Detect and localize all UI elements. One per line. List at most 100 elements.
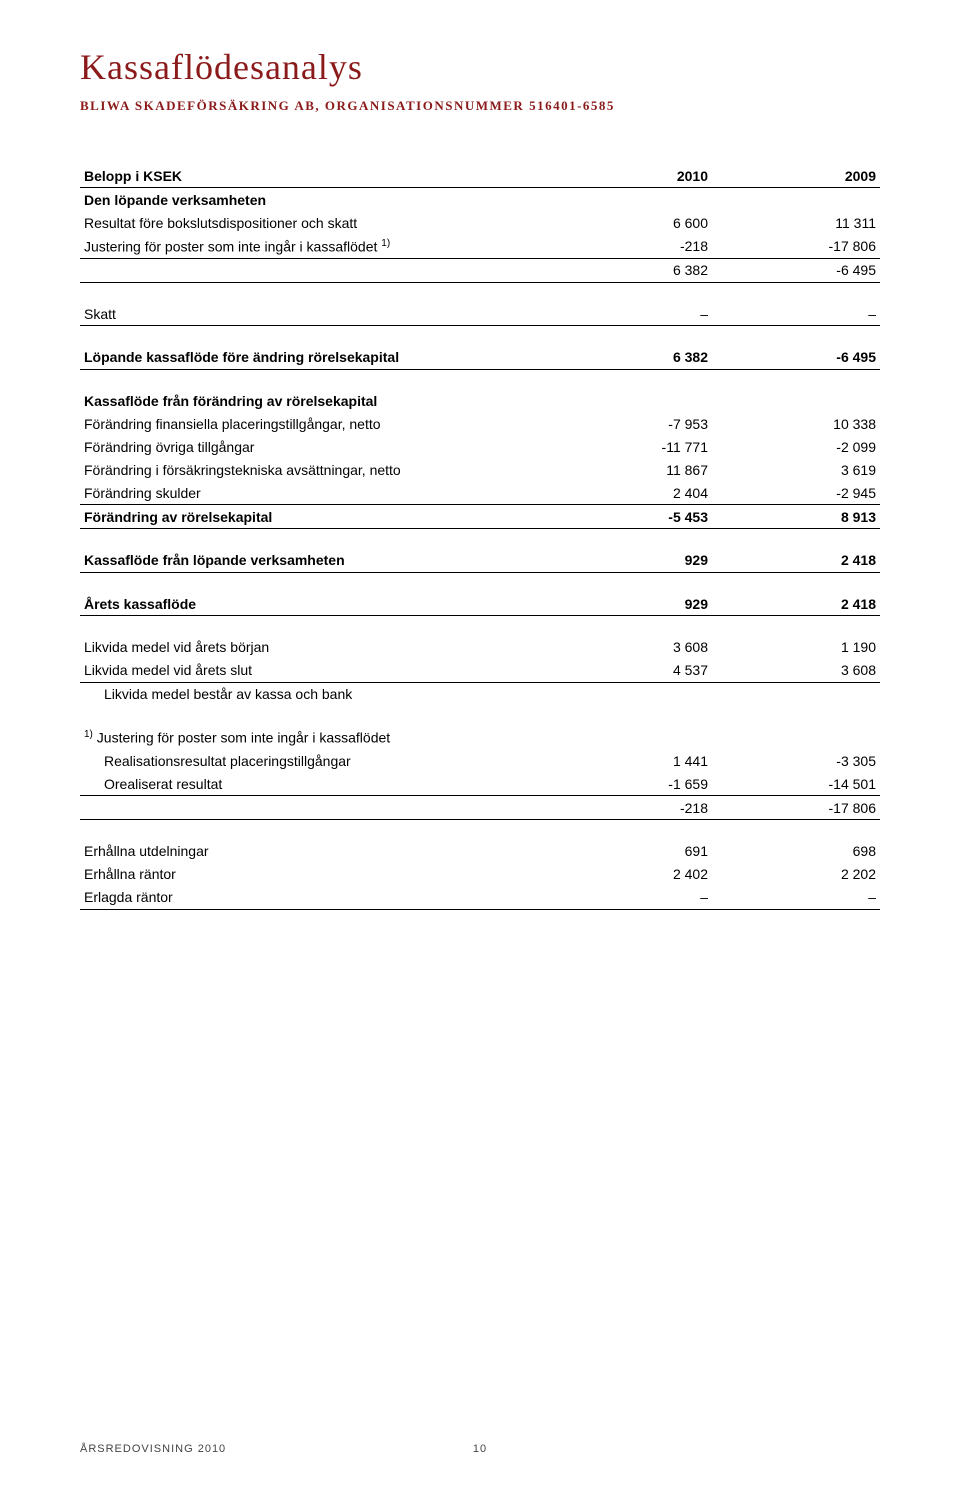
page-subtitle: BLIWA SKADEFÖRSÄKRING AB, ORGANISATIONSN…: [80, 98, 880, 114]
row-label: Skatt: [80, 302, 544, 326]
row-v2: –: [712, 302, 880, 326]
row-v2: 10 338: [712, 412, 880, 435]
liquid-begin-row: Likvida medel vid årets början 3 608 1 1…: [80, 636, 880, 659]
row-v1: 929: [544, 549, 712, 573]
row-v1: -7 953: [544, 412, 712, 435]
table-row: Förändring i försäkringstekniska avsättn…: [80, 458, 880, 481]
row-v1: 3 608: [544, 636, 712, 659]
row-label: Årets kassaflöde: [80, 592, 544, 616]
section-wc-heading: Kassaflöde från förändring av rörelsekap…: [80, 389, 880, 412]
subtotal-v2: -6 495: [712, 258, 880, 282]
row-v1: 1 441: [544, 749, 712, 772]
row-v1: 2 404: [544, 481, 712, 505]
table-row: Orealiserat resultat -1 659 -14 501: [80, 772, 880, 796]
row-v2: 3 608: [712, 659, 880, 683]
liquid-end-row: Likvida medel vid årets slut 4 537 3 608: [80, 659, 880, 683]
subtotal-row: 6 382 -6 495: [80, 258, 880, 282]
table-row: Förändring övriga tillgångar -11 771 -2 …: [80, 435, 880, 458]
row-v1: -218: [544, 234, 712, 258]
page-footer: ÅRSREDOVISNING 2010 10: [80, 1443, 880, 1455]
row-v1: –: [544, 302, 712, 326]
row-label: Resultat före bokslutsdispositioner och …: [80, 211, 544, 234]
row-v2: 3 619: [712, 458, 880, 481]
header-label: Belopp i KSEK: [80, 164, 544, 188]
row-label-prefix: Justering för poster som inte ingår i ka…: [84, 238, 381, 254]
row-v1: -5 453: [544, 505, 712, 529]
table-row: Justering för poster som inte ingår i ka…: [80, 234, 880, 258]
row-v1: -1 659: [544, 772, 712, 796]
operating-before-wc-row: Löpande kassaflöde före ändring rörelsek…: [80, 346, 880, 370]
footer-prefix: ÅRSREDOVISNING: [80, 1443, 194, 1455]
table-row: Realisationsresultat placeringstillgånga…: [80, 749, 880, 772]
table-row: Förändring finansiella placeringstillgån…: [80, 412, 880, 435]
footnote-marker: 1): [381, 238, 390, 249]
row-v2: 2 418: [712, 592, 880, 616]
row-label: Förändring i försäkringstekniska avsättn…: [80, 458, 544, 481]
row-v2: 698: [712, 840, 880, 863]
row-label: Realisationsresultat placeringstillgånga…: [80, 749, 544, 772]
row-v2: 2 418: [712, 549, 880, 573]
row-label: Likvida medel vid årets början: [80, 636, 544, 659]
liquid-note: Likvida medel består av kassa och bank: [80, 682, 544, 706]
cf-operating-row: Kassaflöde från löpande verksamheten 929…: [80, 549, 880, 573]
footnote-total-row: -218 -17 806: [80, 796, 880, 820]
tax-row: Skatt – –: [80, 302, 880, 326]
row-v2: -6 495: [712, 346, 880, 370]
header-label-text: Belopp i: [84, 168, 143, 184]
row-v2: 1 190: [712, 636, 880, 659]
row-label: Erhållna räntor: [80, 863, 544, 886]
subtitle-prefix: BLIWA SKADEFÖRSÄKRING AB, ORGANISATIONSN…: [80, 98, 524, 113]
row-v1: 6 382: [544, 346, 712, 370]
row-label: Likvida medel vid årets slut: [80, 659, 544, 683]
row-label: Erlagda räntor: [80, 886, 544, 910]
row-v2: -3 305: [712, 749, 880, 772]
table-row: Förändring skulder 2 404 -2 945: [80, 481, 880, 505]
footer-year: 2010: [198, 1443, 226, 1455]
footnote-heading: 1) Justering för poster som inte ingår i…: [80, 726, 544, 750]
row-v1: 6 600: [544, 211, 712, 234]
row-label: Justering för poster som inte ingår i ka…: [80, 234, 544, 258]
cf-year-row: Årets kassaflöde 929 2 418: [80, 592, 880, 616]
row-label: Förändring av rörelsekapital: [80, 505, 544, 529]
row-label: Förändring finansiella placeringstillgån…: [80, 412, 544, 435]
row-v2: 2 202: [712, 863, 880, 886]
row-v2: –: [712, 886, 880, 910]
row-label: Förändring skulder: [80, 481, 544, 505]
wc-total-row: Förändring av rörelsekapital -5 453 8 91…: [80, 505, 880, 529]
header-unit: KSEK: [143, 168, 182, 184]
table-row: Erlagda räntor – –: [80, 886, 880, 910]
row-v1: 929: [544, 592, 712, 616]
subtotal-v1: 6 382: [544, 258, 712, 282]
section-heading-text: Kassaflöde från förändring av rörelsekap…: [80, 389, 544, 412]
cashflow-table: Belopp i KSEK 2010 2009 Den löpande verk…: [80, 164, 880, 910]
row-v2: -2 945: [712, 481, 880, 505]
row-v2: 11 311: [712, 211, 880, 234]
row-v1: -11 771: [544, 435, 712, 458]
footnote-heading-text: Justering för poster som inte ingår i ka…: [93, 730, 390, 746]
row-v2: -2 099: [712, 435, 880, 458]
footnote-heading-row: 1) Justering för poster som inte ingår i…: [80, 726, 880, 750]
section-heading-text: Den löpande verksamheten: [80, 188, 544, 212]
row-v1: 4 537: [544, 659, 712, 683]
table-row: Erhållna utdelningar 691 698: [80, 840, 880, 863]
row-label: Löpande kassaflöde före ändring rörelsek…: [80, 346, 544, 370]
row-v1: -218: [544, 796, 712, 820]
footer-left: ÅRSREDOVISNING 2010: [80, 1443, 347, 1455]
row-label: Förändring övriga tillgångar: [80, 435, 544, 458]
table-header-row: Belopp i KSEK 2010 2009: [80, 164, 880, 188]
page-title: Kassaflödesanalys: [80, 46, 880, 88]
footer-page-number: 10: [347, 1443, 614, 1455]
row-v2: -17 806: [712, 234, 880, 258]
table-row: Erhållna räntor 2 402 2 202: [80, 863, 880, 886]
row-v1: 691: [544, 840, 712, 863]
row-label: Orealiserat resultat: [80, 772, 544, 796]
org-number: 516401-6585: [529, 98, 615, 113]
row-v2: -14 501: [712, 772, 880, 796]
row-v2: 8 913: [712, 505, 880, 529]
footnote-marker: 1): [84, 729, 93, 740]
row-v1: 2 402: [544, 863, 712, 886]
row-v2: -17 806: [712, 796, 880, 820]
table-row: Resultat före bokslutsdispositioner och …: [80, 211, 880, 234]
header-y2: 2009: [712, 164, 880, 188]
row-label: Kassaflöde från löpande verksamheten: [80, 549, 544, 573]
